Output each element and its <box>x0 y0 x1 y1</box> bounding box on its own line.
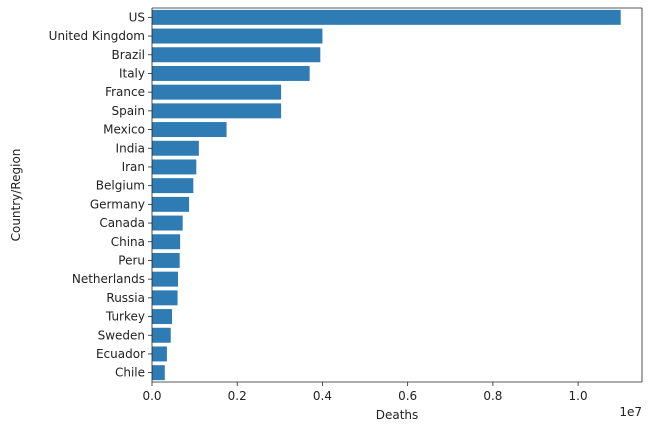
y-tick-label: US <box>129 10 145 24</box>
bar-united-kingdom <box>152 28 323 44</box>
y-tick-label: Spain <box>111 104 145 118</box>
x-tick-label: 0.8 <box>483 389 502 403</box>
y-tick-label: United Kingdom <box>49 29 145 43</box>
y-tick-label: China <box>111 235 145 249</box>
y-tick-label: Netherlands <box>72 272 145 286</box>
bar-netherlands <box>152 271 178 287</box>
x-ticks-group: 0.0 0.2 0.4 0.6 0.8 1.0 <box>142 382 588 403</box>
bar-france <box>152 84 282 100</box>
y-tick-label: Italy <box>119 66 145 80</box>
axes-group <box>151 7 643 383</box>
x-tick-label: 0.6 <box>398 389 417 403</box>
bar-italy <box>152 65 310 81</box>
y-tick-label: Iran <box>122 160 145 174</box>
axis-offset-label: 1e7 <box>619 405 642 419</box>
bar-india <box>152 140 199 156</box>
bar-belgium <box>152 178 194 194</box>
x-tick-label: 1.0 <box>569 389 588 403</box>
y-axis-label: Country/Region <box>9 149 23 242</box>
bar-russia <box>152 290 178 306</box>
y-tick-label: France <box>105 85 145 99</box>
bar-peru <box>152 252 180 268</box>
bar-china <box>152 234 181 250</box>
bar-germany <box>152 196 190 212</box>
bar-chile <box>152 365 165 381</box>
y-tick-label: Chile <box>115 366 145 380</box>
bar-iran <box>152 159 197 175</box>
y-tick-label: Mexico <box>103 123 145 137</box>
bar-mexico <box>152 122 227 138</box>
y-tick-label: Peru <box>118 253 145 267</box>
y-tick-label: Belgium <box>96 179 145 193</box>
y-ticks-group: US United Kingdom Brazil Italy France Spain Me… <box>49 10 152 380</box>
y-tick-label: Turkey <box>105 310 145 324</box>
bar-turkey <box>152 309 173 325</box>
bar-spain <box>152 103 282 119</box>
bar-ecuador <box>152 346 167 362</box>
y-tick-label: Germany <box>90 197 145 211</box>
bar-canada <box>152 215 183 231</box>
bar-us <box>152 9 621 25</box>
y-tick-label: Ecuador <box>96 347 145 361</box>
bar-sweden <box>152 327 171 343</box>
x-axis-label: Deaths <box>376 408 419 422</box>
y-tick-label: Canada <box>99 216 145 230</box>
x-tick-label: 0.0 <box>142 389 161 403</box>
x-tick-label: 0.4 <box>313 389 332 403</box>
bar-brazil <box>152 47 321 63</box>
y-tick-label: Brazil <box>112 48 146 62</box>
y-tick-label: Russia <box>106 291 145 305</box>
y-tick-label: India <box>116 141 145 155</box>
y-tick-label: Sweden <box>98 328 145 342</box>
bars-group <box>152 9 621 381</box>
x-tick-label: 0.2 <box>228 389 247 403</box>
